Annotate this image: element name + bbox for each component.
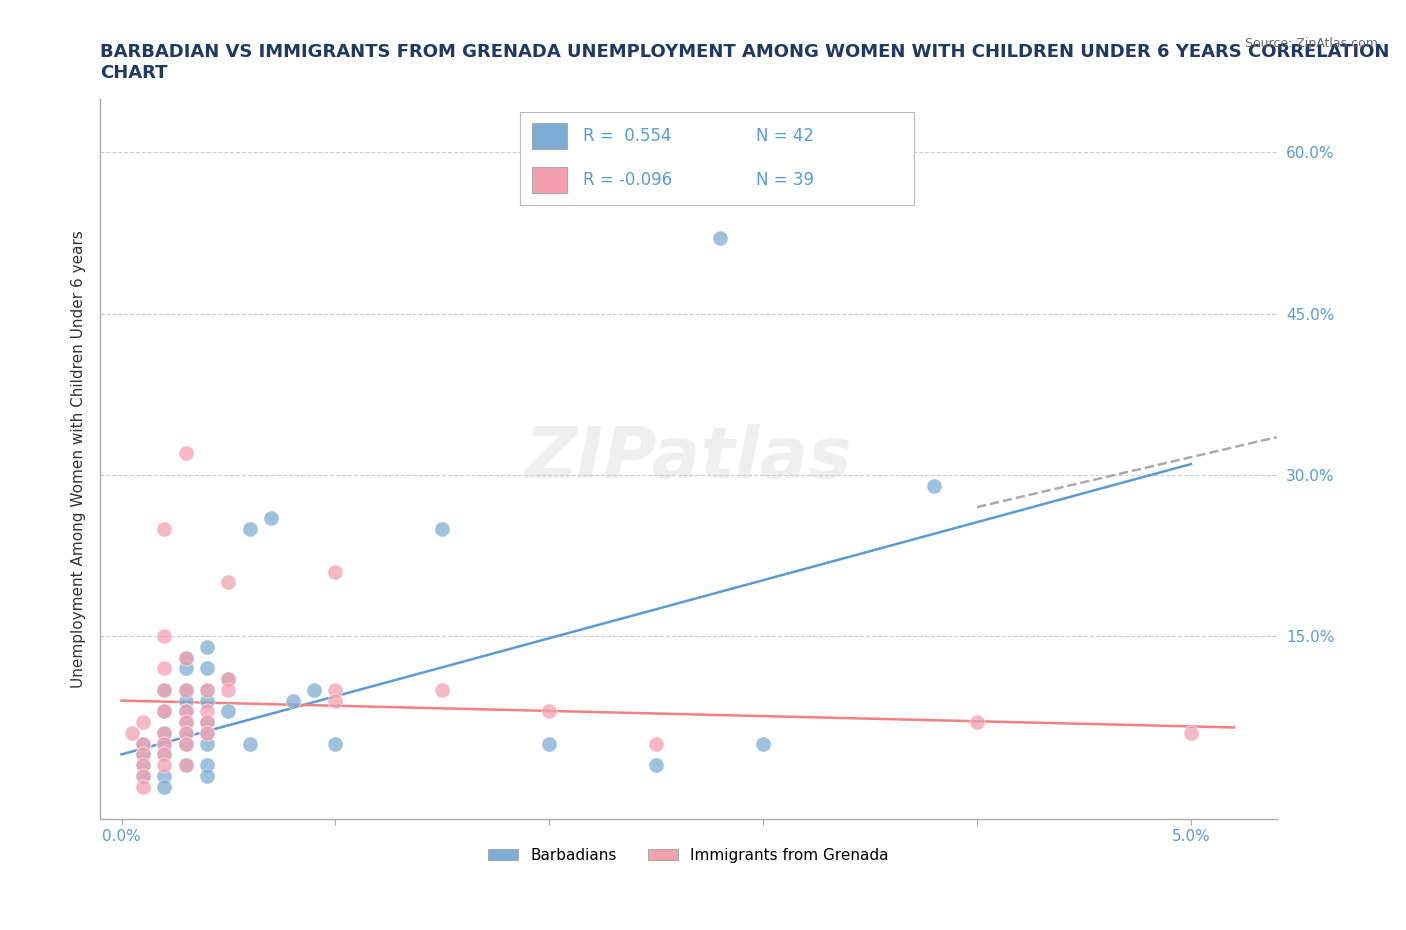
Point xyxy=(132,714,155,729)
Point xyxy=(174,758,197,773)
Point xyxy=(153,704,176,719)
Y-axis label: Unemployment Among Women with Children Under 6 years: Unemployment Among Women with Children U… xyxy=(72,230,86,687)
Point xyxy=(153,521,176,536)
Point xyxy=(153,661,176,676)
Point xyxy=(538,704,561,719)
Point xyxy=(174,725,197,740)
Point xyxy=(195,640,218,655)
Point xyxy=(217,683,239,698)
Point xyxy=(174,714,197,729)
Point xyxy=(174,737,197,751)
Point xyxy=(325,683,347,698)
Point xyxy=(174,693,197,708)
Text: N = 42: N = 42 xyxy=(756,126,814,145)
Point xyxy=(132,768,155,783)
Point xyxy=(709,231,731,246)
Point xyxy=(217,704,239,719)
Point xyxy=(153,758,176,773)
Point xyxy=(432,683,454,698)
Point xyxy=(239,521,262,536)
Point xyxy=(538,737,561,751)
Point xyxy=(174,650,197,665)
Point xyxy=(195,725,218,740)
Point xyxy=(260,511,283,525)
Point xyxy=(153,747,176,762)
Point xyxy=(174,725,197,740)
Point xyxy=(752,737,775,751)
Point xyxy=(645,758,668,773)
Point xyxy=(174,704,197,719)
Point xyxy=(195,737,218,751)
Point xyxy=(174,758,197,773)
Point xyxy=(195,693,218,708)
Point xyxy=(132,758,155,773)
Point xyxy=(153,629,176,644)
Point xyxy=(153,725,176,740)
Legend: Barbadians, Immigrants from Grenada: Barbadians, Immigrants from Grenada xyxy=(482,842,896,869)
Point xyxy=(121,725,143,740)
Point xyxy=(132,747,155,762)
Point xyxy=(432,521,454,536)
Point xyxy=(195,704,218,719)
Point xyxy=(132,737,155,751)
Point xyxy=(195,714,218,729)
Text: ZIPatlas: ZIPatlas xyxy=(524,424,852,493)
Point xyxy=(153,737,176,751)
Point xyxy=(195,683,218,698)
Point xyxy=(174,714,197,729)
Point xyxy=(302,683,325,698)
Point xyxy=(132,737,155,751)
Point xyxy=(132,768,155,783)
Text: R =  0.554: R = 0.554 xyxy=(583,126,672,145)
Point xyxy=(174,704,197,719)
Point xyxy=(153,779,176,794)
Point xyxy=(239,737,262,751)
Point xyxy=(195,714,218,729)
Point xyxy=(195,683,218,698)
Point xyxy=(153,704,176,719)
Point xyxy=(153,747,176,762)
Text: R = -0.096: R = -0.096 xyxy=(583,171,672,190)
FancyBboxPatch shape xyxy=(531,167,568,193)
Point xyxy=(195,758,218,773)
Point xyxy=(281,693,304,708)
Point xyxy=(217,671,239,686)
Point xyxy=(153,737,176,751)
Point xyxy=(132,779,155,794)
Point xyxy=(174,650,197,665)
Point xyxy=(325,565,347,579)
FancyBboxPatch shape xyxy=(531,123,568,149)
Point xyxy=(153,725,176,740)
Point xyxy=(325,737,347,751)
Point xyxy=(195,725,218,740)
Point xyxy=(325,693,347,708)
Point xyxy=(132,747,155,762)
Point xyxy=(174,737,197,751)
Point xyxy=(217,575,239,590)
Point xyxy=(195,768,218,783)
Point xyxy=(1180,725,1202,740)
Point xyxy=(174,445,197,460)
Point xyxy=(153,768,176,783)
Point xyxy=(174,661,197,676)
Point xyxy=(645,737,668,751)
Point xyxy=(153,683,176,698)
Point xyxy=(966,714,988,729)
Point xyxy=(132,758,155,773)
Point xyxy=(153,683,176,698)
Text: BARBADIAN VS IMMIGRANTS FROM GRENADA UNEMPLOYMENT AMONG WOMEN WITH CHILDREN UNDE: BARBADIAN VS IMMIGRANTS FROM GRENADA UNE… xyxy=(100,43,1389,82)
Point xyxy=(174,683,197,698)
Point xyxy=(195,661,218,676)
Point xyxy=(174,683,197,698)
Text: N = 39: N = 39 xyxy=(756,171,814,190)
Point xyxy=(217,671,239,686)
Point xyxy=(924,478,946,493)
Text: Source: ZipAtlas.com: Source: ZipAtlas.com xyxy=(1244,37,1378,50)
